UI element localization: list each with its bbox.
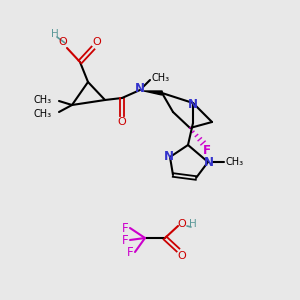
- Text: O: O: [178, 251, 186, 261]
- Text: F: F: [122, 221, 128, 235]
- Text: CH₃: CH₃: [226, 157, 244, 167]
- Text: F: F: [122, 233, 128, 247]
- Text: N: N: [164, 151, 174, 164]
- Text: O: O: [58, 37, 68, 47]
- Text: N: N: [135, 82, 145, 95]
- Text: O: O: [178, 219, 186, 229]
- Text: N: N: [188, 98, 198, 110]
- Text: H: H: [189, 219, 197, 229]
- Text: H: H: [51, 29, 59, 39]
- Polygon shape: [144, 91, 162, 95]
- Text: O: O: [93, 37, 101, 47]
- Text: F: F: [127, 245, 133, 259]
- Text: O: O: [118, 117, 126, 127]
- Text: CH₃: CH₃: [152, 73, 170, 83]
- Text: CH₃: CH₃: [34, 109, 52, 119]
- Text: N: N: [204, 155, 214, 169]
- Text: CH₃: CH₃: [34, 95, 52, 105]
- Text: F: F: [203, 143, 211, 157]
